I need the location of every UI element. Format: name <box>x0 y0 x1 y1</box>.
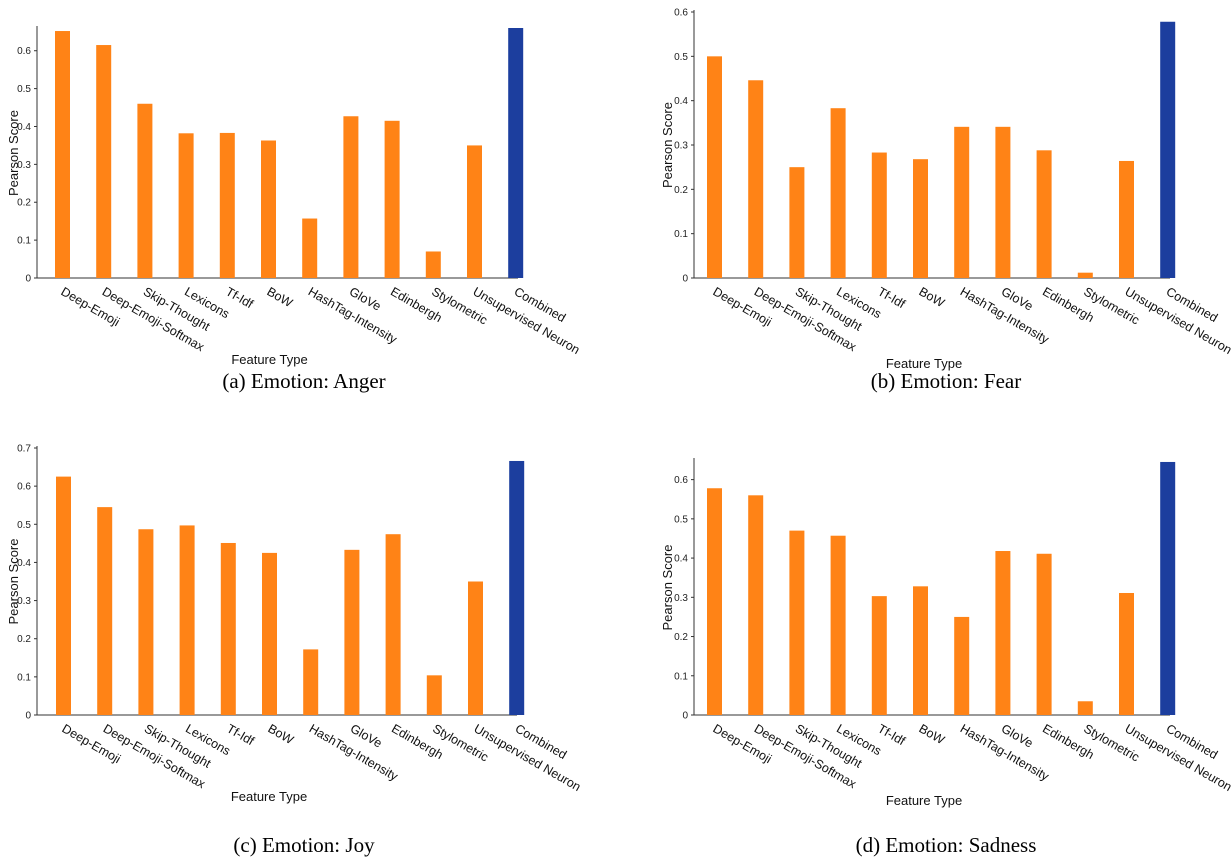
y-axis-label: Pearson Score <box>660 102 675 188</box>
y-tick-label: 0.3 <box>17 596 31 607</box>
x-axis-label: Feature Type <box>231 352 307 367</box>
bar-edinbergh <box>385 534 401 715</box>
bar-glove <box>995 551 1011 715</box>
bar-bow <box>262 552 277 715</box>
bar-skip-thought <box>789 167 805 278</box>
bar-lexicons <box>830 535 846 715</box>
y-tick-label: 0.1 <box>674 671 688 682</box>
y-tick-label: 0.1 <box>17 672 31 683</box>
chart-panel-4: 00.10.20.30.40.50.6Deep-EmojiDeep-Emoji-… <box>660 458 1232 857</box>
y-tick-label: 0.3 <box>674 593 688 604</box>
y-tick-label: 0.3 <box>674 141 688 152</box>
x-tick-label: BoW <box>265 284 296 310</box>
bar-glove <box>344 549 360 715</box>
y-tick-label: 0.5 <box>674 514 688 525</box>
bar-skip-thought <box>138 529 154 715</box>
bar-combined <box>509 460 525 715</box>
y-tick-label: 0.6 <box>674 475 688 486</box>
y-tick-label: 0.2 <box>17 634 31 645</box>
y-tick-label: 0.5 <box>17 84 31 95</box>
y-axis-label: Pearson Score <box>660 545 675 631</box>
chart-caption: (b) Emotion: Fear <box>871 369 1021 393</box>
bar-tf-idf <box>220 542 236 715</box>
y-tick-label: 0.6 <box>17 482 31 493</box>
y-tick-label: 0.5 <box>17 520 31 531</box>
bar-combined <box>1160 461 1176 715</box>
bar-edinbergh <box>1036 553 1052 715</box>
bar-lexicons <box>830 108 846 278</box>
bar-tf-idf <box>871 596 887 715</box>
x-tick-label: BoW <box>917 284 948 310</box>
bar-glove <box>995 126 1011 278</box>
bar-skip-thought <box>789 530 805 715</box>
x-axis-label: Feature Type <box>886 356 962 371</box>
y-axis-label: Pearson Score <box>6 539 21 625</box>
chart-panel-2: 00.10.20.30.40.50.6Deep-EmojiDeep-Emoji-… <box>660 8 1232 394</box>
y-axis-label: Pearson Score <box>6 110 21 196</box>
y-tick-label: 0 <box>25 274 31 285</box>
bar-deep-emoji-softmax <box>748 495 764 715</box>
chart-panel-1: 00.10.20.30.40.50.6Deep-EmojiDeep-Emoji-… <box>6 26 582 393</box>
bar-deep-emoji-softmax <box>748 80 764 278</box>
y-tick-label: 0.7 <box>17 444 31 455</box>
bar-skip-thought <box>137 103 153 279</box>
y-tick-label: 0.4 <box>674 96 688 107</box>
chart-panel-3: 00.10.20.30.40.50.60.7Deep-EmojiDeep-Emo… <box>6 444 583 858</box>
chart-caption: (a) Emotion: Anger <box>222 369 385 393</box>
x-tick-label: BoW <box>266 721 297 747</box>
bar-unsupervised-neuron <box>1119 592 1134 715</box>
bar-edinbergh <box>384 120 400 278</box>
y-tick-label: 0.5 <box>674 52 688 63</box>
bar-stylometric <box>1077 272 1093 278</box>
x-axis-label: Feature Type <box>231 789 307 804</box>
chart-caption: (d) Emotion: Sadness <box>856 833 1037 857</box>
bar-bow <box>261 140 276 278</box>
y-tick-label: 0.2 <box>674 632 688 643</box>
y-tick-label: 0 <box>25 711 31 722</box>
y-tick-label: 0.4 <box>17 558 31 569</box>
bar-edinbergh <box>1036 150 1052 278</box>
bar-tf-idf <box>219 132 235 278</box>
bar-stylometric <box>425 251 441 278</box>
bar-hashtag-intensity <box>954 616 970 715</box>
chart-caption: (c) Emotion: Joy <box>233 833 375 857</box>
bar-deep-emoji-softmax <box>97 507 113 715</box>
bar-unsupervised-neuron <box>1119 160 1134 278</box>
y-tick-label: 0.1 <box>17 236 31 247</box>
bar-deep-emoji-softmax <box>96 45 112 278</box>
bar-lexicons <box>179 525 195 715</box>
y-tick-label: 0 <box>682 274 688 285</box>
bar-lexicons <box>178 133 194 278</box>
x-tick-label: BoW <box>917 721 948 747</box>
bar-stylometric <box>426 675 442 715</box>
bar-deep-emoji <box>707 56 722 279</box>
bar-unsupervised-neuron <box>468 581 483 715</box>
y-tick-label: 0.4 <box>17 122 31 133</box>
y-tick-label: 0 <box>682 711 688 722</box>
bar-bow <box>913 586 928 715</box>
y-tick-label: 0.3 <box>17 160 31 171</box>
bar-deep-emoji <box>55 31 70 278</box>
y-tick-label: 0.1 <box>674 229 688 240</box>
y-tick-label: 0.2 <box>674 185 688 196</box>
bar-hashtag-intensity <box>954 126 970 278</box>
bar-glove <box>343 116 359 279</box>
y-tick-label: 0.6 <box>17 46 31 57</box>
bar-stylometric <box>1077 701 1093 715</box>
bar-tf-idf <box>871 152 887 278</box>
bar-hashtag-intensity <box>303 649 319 715</box>
bar-hashtag-intensity <box>302 218 318 278</box>
bar-combined <box>1160 21 1176 279</box>
x-axis-label: Feature Type <box>886 793 962 808</box>
bar-bow <box>913 159 928 278</box>
y-tick-label: 0.6 <box>674 8 688 19</box>
y-tick-label: 0.2 <box>17 198 31 209</box>
bar-unsupervised-neuron <box>467 145 482 278</box>
bar-combined <box>508 28 524 278</box>
bar-deep-emoji <box>707 488 722 715</box>
bar-deep-emoji <box>56 476 71 715</box>
y-tick-label: 0.4 <box>674 554 688 565</box>
